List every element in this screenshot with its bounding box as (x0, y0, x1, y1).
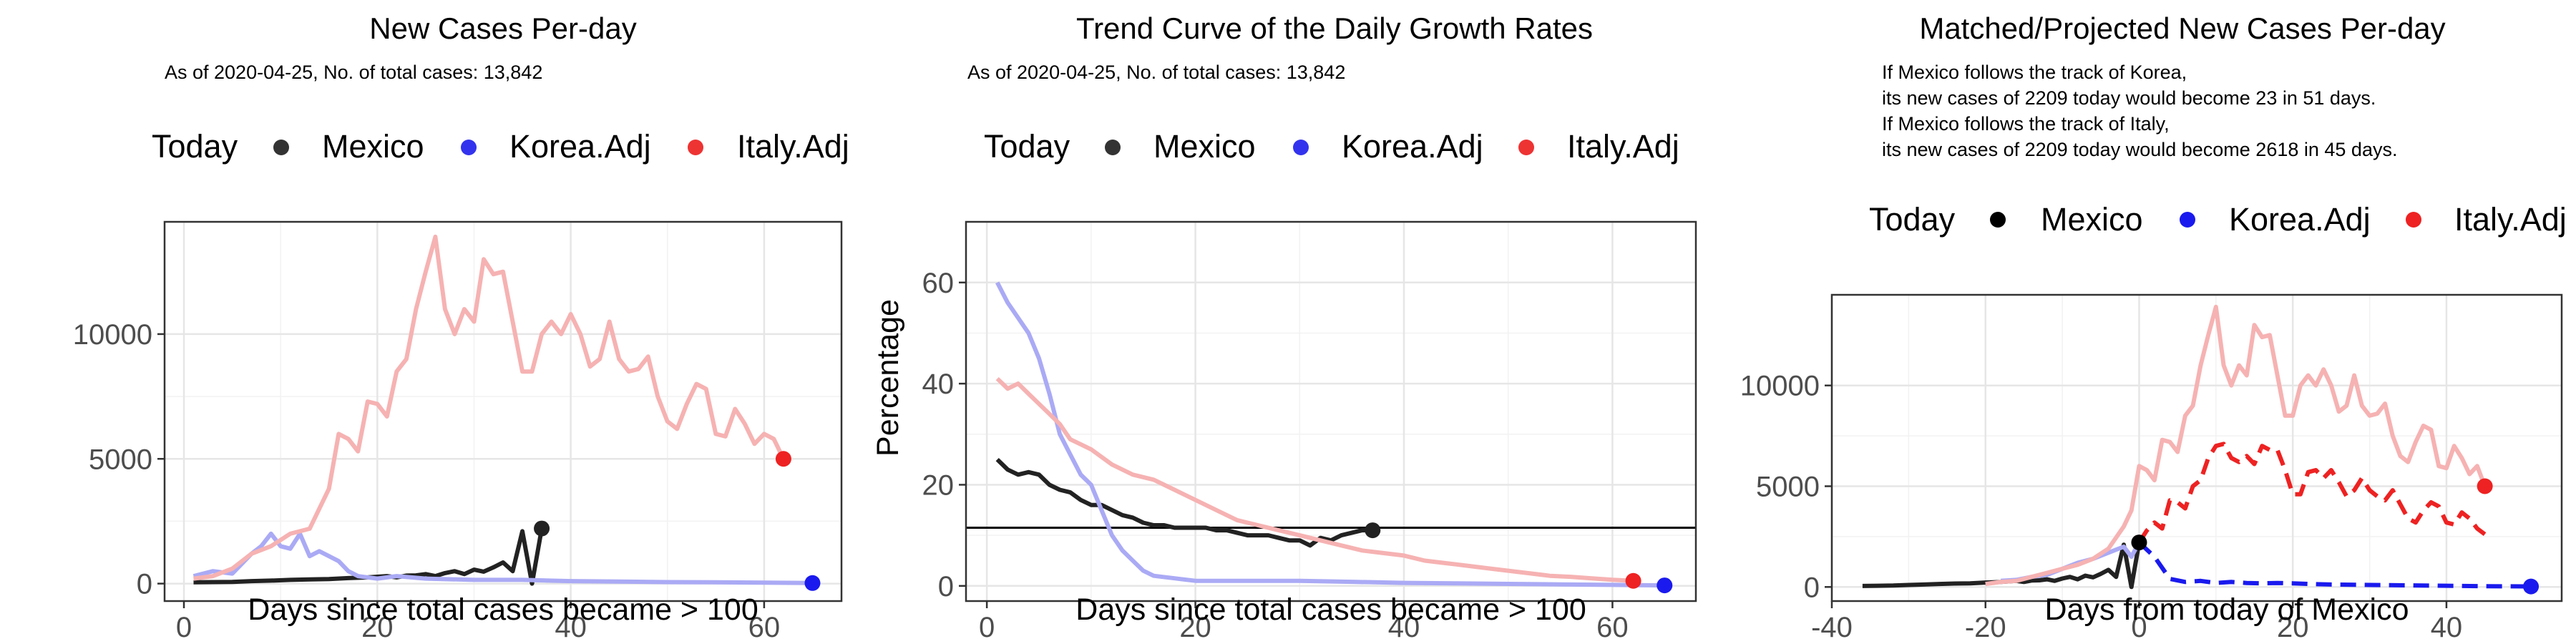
legend-title: Today (984, 128, 1070, 165)
annotation-line: If Mexico follows the track of Italy, (1882, 113, 2170, 135)
chart-daily-growth-rates: Trend Curve of the Daily Growth Rates As… (871, 11, 1697, 643)
chart-new-cases-per-day: New Cases Per-day As of 2020-04-25, No. … (73, 11, 849, 643)
legend-swatch-korea (1293, 140, 1309, 155)
annotation: If Mexico follows the track of Korea, it… (1882, 62, 2397, 160)
today-marker-italy-adj (2477, 478, 2493, 494)
legend-swatch-mexico (273, 140, 289, 155)
series-line-italy-adj-projected (2137, 441, 2487, 544)
plot-border (163, 220, 843, 602)
plot-background (966, 222, 1696, 601)
plot-area: 0 20 40 60 0 20 40 60 (922, 220, 1697, 643)
legend-swatch-korea (2180, 212, 2195, 228)
legend-label-italy: Italy.Adj (737, 128, 849, 165)
series-line-mexico (1862, 542, 2142, 590)
series-line-korea-adj-projected (2137, 540, 2532, 589)
series-line-korea-adj (192, 531, 813, 585)
x-tick-label: -20 (1965, 612, 2006, 643)
x-tick-label: 40 (2431, 612, 2463, 643)
legend-label-mexico: Mexico (322, 128, 424, 165)
chart-matched-projected: Matched/Projected New Cases Per-day If M… (1740, 11, 2567, 643)
today-marker-mexico (2131, 535, 2147, 551)
y-tick-label: 0 (1804, 572, 1820, 603)
today-marker-korea-adj (2523, 578, 2540, 595)
x-tick-label: 20 (2277, 612, 2309, 643)
plot-border (965, 220, 1697, 602)
y-tick-label: 60 (922, 268, 955, 299)
series-line-italy-adj (995, 376, 1634, 583)
series-line-mexico (995, 457, 1373, 548)
y-tick-label: 40 (922, 369, 955, 400)
y-tick-label: 10000 (73, 319, 152, 351)
legend-label-mexico: Mexico (2041, 201, 2143, 238)
y-axis-title: Percentage (871, 299, 905, 457)
series-line-mexico (193, 528, 545, 586)
y-tick-label: 10000 (1740, 371, 1820, 402)
annotation-line: If Mexico follows the track of Korea, (1882, 62, 2187, 83)
plot-background (1832, 295, 2562, 601)
y-tick-label: 5000 (89, 444, 152, 475)
x-tick-label: 0 (979, 612, 995, 643)
plot-border (1830, 293, 2563, 602)
legend-swatch-italy (688, 140, 703, 155)
series-line-korea-adj (995, 281, 1665, 588)
x-tick-label: 20 (1179, 612, 1211, 643)
legend-swatch-italy (2406, 212, 2421, 228)
chart-title: Trend Curve of the Daily Growth Rates (1076, 11, 1593, 45)
plot-area: -40 -20 0 20 40 0 5000 10000 (1740, 293, 2563, 643)
plot-area: 0 20 40 60 0 5000 10000 (73, 220, 843, 643)
today-marker-italy-adj (1625, 572, 1641, 589)
x-axis-title: Days since total cases became > 100 (1075, 592, 1586, 627)
legend-title: Today (152, 128, 238, 165)
legend-title: Today (1869, 201, 1956, 238)
legend-swatch-korea (461, 140, 477, 155)
legend-label-korea: Korea.Adj (1342, 128, 1483, 165)
legend: Today Mexico Korea.Adj Italy.Adj (152, 128, 849, 165)
y-tick-label: 20 (922, 469, 955, 501)
x-tick-label: 60 (1596, 612, 1629, 643)
today-marker-korea-adj (804, 575, 821, 591)
today-marker-italy-adj (775, 451, 791, 467)
today-marker-mexico (1365, 522, 1381, 539)
x-tick-label: 0 (176, 612, 192, 643)
legend: Today Mexico Korea.Adj Italy.Adj (1869, 201, 2567, 238)
legend-label-italy: Italy.Adj (1567, 128, 1679, 165)
legend-label-korea: Korea.Adj (2229, 201, 2371, 238)
chart-subtitle: As of 2020-04-25, No. of total cases: 13… (967, 62, 1345, 83)
y-tick-label: 0 (938, 571, 954, 602)
today-marker-mexico (534, 520, 550, 537)
chart-title: Matched/Projected New Cases Per-day (1919, 11, 2445, 45)
x-tick-label: 40 (1388, 612, 1420, 643)
x-axis-title: Days since total cases became > 100 (248, 592, 758, 627)
legend-swatch-mexico (1105, 140, 1121, 155)
legend-swatch-italy (1518, 140, 1534, 155)
legend-swatch-mexico (1990, 212, 2006, 228)
x-tick-label: 40 (555, 612, 587, 643)
y-tick-label: 0 (137, 569, 152, 600)
x-tick-label: 0 (2131, 612, 2147, 643)
chart-subtitle: As of 2020-04-25, No. of total cases: 13… (165, 62, 542, 83)
series-line-italy-adj (1985, 304, 2487, 587)
legend-label-korea: Korea.Adj (509, 128, 651, 165)
today-marker-korea-adj (1657, 577, 1673, 594)
legend-label-mexico: Mexico (1153, 128, 1256, 165)
series-line-italy-adj (193, 234, 786, 581)
y-tick-label: 5000 (1756, 472, 1820, 503)
plot-background (165, 222, 841, 601)
legend-label-italy: Italy.Adj (2454, 201, 2567, 238)
x-axis-title: Days from today of Mexico (2044, 592, 2409, 627)
legend: Today Mexico Korea.Adj Italy.Adj (984, 128, 1679, 165)
annotation-line: its new cases of 2209 today would become… (1882, 87, 2376, 109)
chart-title: New Cases Per-day (369, 11, 636, 45)
annotation-line: its new cases of 2209 today would become… (1882, 139, 2397, 160)
x-tick-label: 20 (361, 612, 394, 643)
x-tick-label: 60 (748, 612, 781, 643)
x-tick-label: -40 (1811, 612, 1853, 643)
